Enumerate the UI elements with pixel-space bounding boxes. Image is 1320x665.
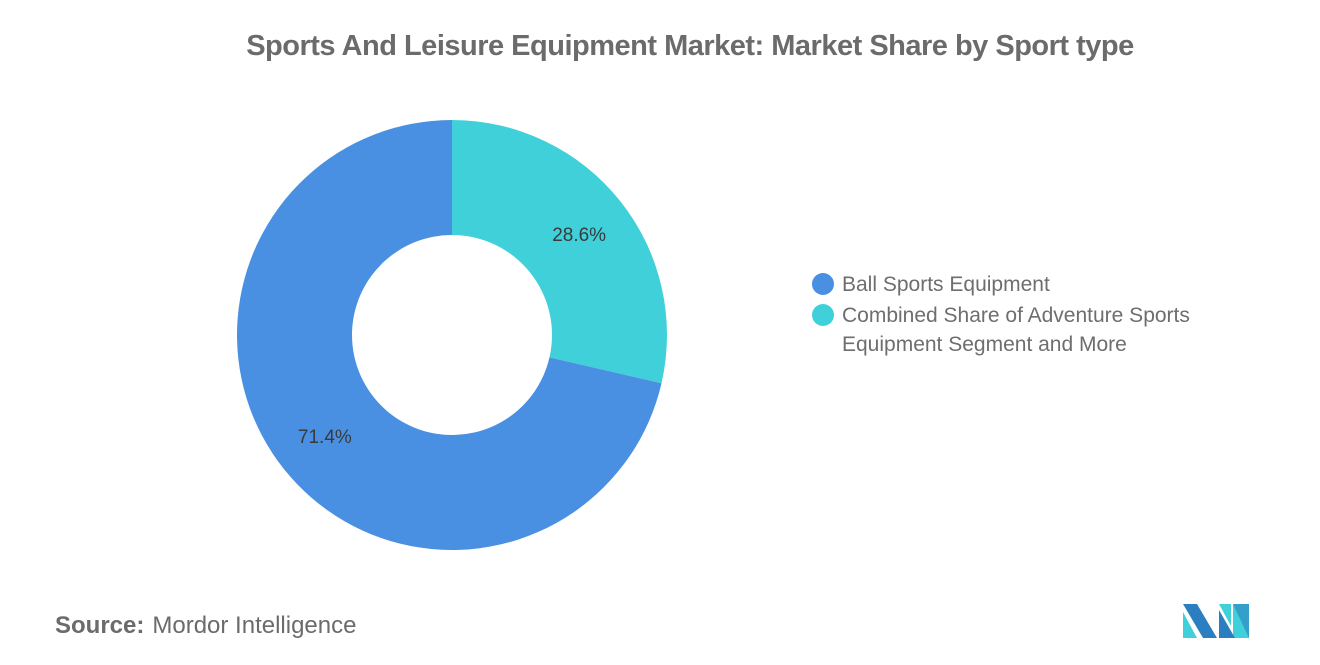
legend-item-adventure-sports: Combined Share of Adventure Sports Equip… [812, 301, 1232, 359]
source-note: Source: Mordor Intelligence [55, 612, 356, 640]
legend-item-ball-sports: Ball Sports Equipment [812, 270, 1232, 299]
chart-title: Sports And Leisure Equipment Market: Mar… [246, 30, 1134, 62]
legend-label: Combined Share of Adventure Sports Equip… [842, 304, 1190, 356]
data-label: 71.4% [298, 427, 352, 448]
legend-label: Ball Sports Equipment [842, 273, 1050, 296]
donut-slice-0 [452, 120, 667, 384]
donut-chart: 28.6% 71.4% [236, 120, 667, 550]
source-label: Source: [55, 612, 145, 639]
donut-slice-1 [236, 120, 662, 550]
legend: Ball Sports Equipment Combined Share of … [812, 270, 1232, 361]
legend-swatch [812, 304, 834, 326]
source-value: Mordor Intelligence [152, 612, 357, 639]
legend-swatch [812, 273, 834, 295]
mordor-logo [1183, 604, 1249, 638]
data-label: 28.6% [552, 225, 606, 246]
